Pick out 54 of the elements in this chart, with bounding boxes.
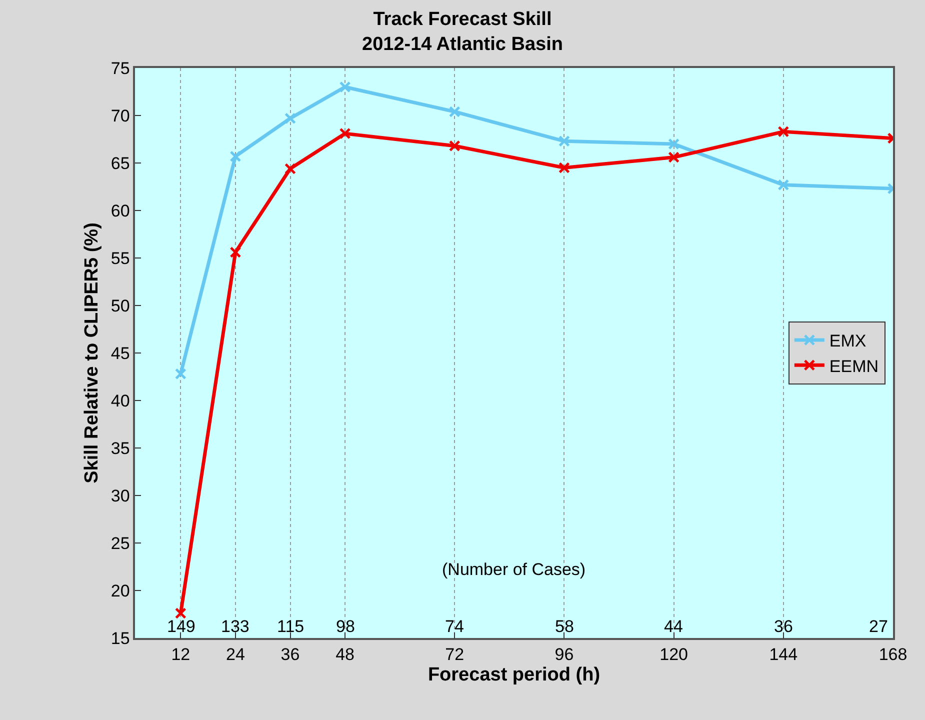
chart-subtitle: 2012-14 Atlantic Basin — [362, 34, 563, 55]
x-tick-label: 12 — [171, 645, 190, 664]
x-tick-label: 72 — [445, 645, 464, 664]
point — [230, 246, 242, 258]
x-tick-label: 144 — [769, 645, 798, 664]
point — [448, 106, 460, 118]
point — [174, 368, 186, 380]
point — [558, 135, 570, 147]
x-tick-label: 168 — [878, 645, 908, 664]
point — [778, 179, 790, 191]
x-axis-title: Forecast period (h) — [428, 664, 600, 686]
annotation: 36 — [774, 617, 793, 636]
annotation: 98 — [336, 617, 355, 636]
y-tick-label: 25 — [110, 534, 130, 553]
annotation: 115 — [277, 617, 304, 636]
y-tick-label: 45 — [110, 344, 130, 363]
point — [174, 608, 186, 620]
x-tick-label: 24 — [226, 645, 245, 664]
y-tick-label: 40 — [110, 391, 130, 410]
x-tick-label: 36 — [280, 645, 300, 664]
y-axis-title: Skill Relative to CLIPER5 (%) — [81, 222, 102, 484]
annotation: 27 — [869, 617, 888, 636]
point — [230, 150, 242, 162]
annotation: 44 — [664, 617, 683, 636]
annotation: 133 — [221, 617, 250, 636]
x-tick-label: 96 — [554, 645, 574, 664]
legend-label: EEMN — [829, 356, 879, 376]
annotation: 149 — [167, 617, 196, 636]
y-tick-label: 35 — [110, 438, 130, 458]
point — [339, 128, 351, 140]
y-tick-label: 65 — [110, 154, 130, 173]
annotation: (Number of Cases) — [442, 560, 586, 579]
y-tick-label: 15 — [110, 628, 130, 648]
y-tick-label: 55 — [110, 248, 130, 268]
point — [284, 112, 296, 124]
annotation: 58 — [555, 617, 574, 636]
y-tick-label: 30 — [110, 486, 130, 506]
point — [339, 81, 351, 93]
x-tick-label: 48 — [336, 645, 355, 664]
chart-title: Track Forecast Skill — [373, 9, 552, 30]
y-tick-label: 70 — [110, 106, 130, 126]
point — [668, 152, 680, 164]
x-tick-label: 120 — [660, 645, 688, 664]
legend-label: EMX — [829, 332, 866, 351]
point — [778, 126, 790, 138]
point — [448, 140, 460, 152]
y-tick-label: 60 — [110, 201, 130, 220]
y-tick-label: 50 — [110, 296, 130, 316]
annotation: 74 — [445, 617, 464, 636]
point — [558, 162, 570, 174]
point — [668, 138, 680, 150]
y-tick-label: 75 — [110, 58, 130, 78]
y-tick-label: 20 — [110, 581, 130, 600]
point — [284, 162, 296, 174]
